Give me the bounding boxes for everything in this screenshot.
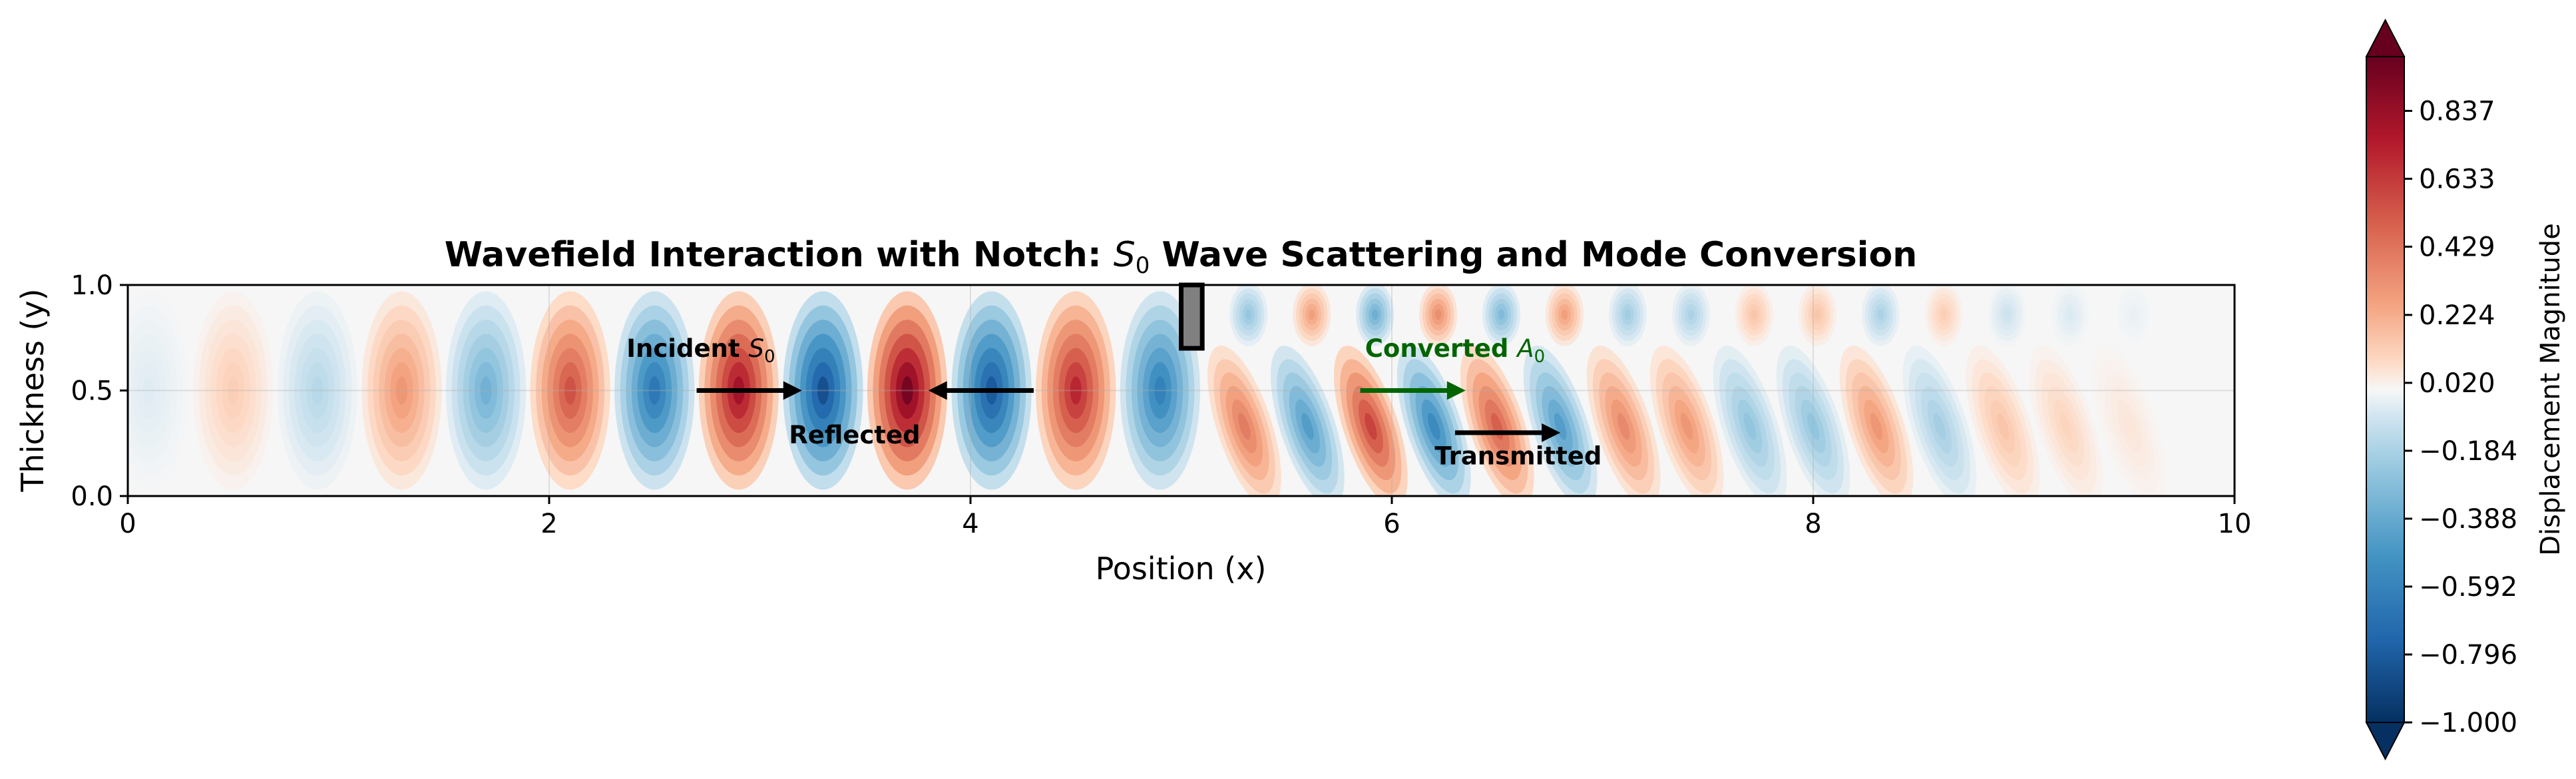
transmitted-label: Transmitted bbox=[1434, 441, 1602, 470]
wave-lobe bbox=[1687, 309, 1695, 320]
wave-lobe bbox=[1561, 309, 1568, 320]
wave-lobe bbox=[1554, 413, 1567, 440]
wave-lobe bbox=[227, 376, 239, 405]
x-tick-label: 2 bbox=[540, 509, 557, 539]
reflected-label: Reflected bbox=[789, 421, 920, 449]
wave-lobe bbox=[1498, 309, 1505, 320]
y-tick-label: 1.0 bbox=[71, 270, 113, 301]
colorbar-tick-label: 0.224 bbox=[2419, 300, 2495, 331]
colorbar-ticks: −1.000 −0.796 −0.592 −0.388 −0.184 0.020 0.224… bbox=[2404, 97, 2517, 738]
incident-arrow bbox=[696, 381, 802, 400]
wave-lobe bbox=[2130, 309, 2137, 320]
wave-lobe bbox=[1940, 309, 1947, 320]
wave-lobe bbox=[648, 376, 660, 405]
colorbar-label: Displacement Magnitude bbox=[2535, 223, 2566, 556]
x-tick-label: 0 bbox=[119, 509, 136, 539]
converted-arrow-head bbox=[1446, 381, 1466, 400]
wave-lobe bbox=[1371, 309, 1379, 320]
chart-title: Wavefield Interaction with Notch: S0 Wav… bbox=[445, 235, 1918, 279]
wave-lobe bbox=[1301, 413, 1314, 440]
wave-lobe bbox=[312, 376, 323, 405]
x-axis-label: Position (x) bbox=[1096, 551, 1267, 587]
wave-lobe bbox=[817, 376, 829, 405]
x-axis: 0 2 4 6 8 10 bbox=[119, 496, 2251, 539]
colorbar-tick-label: −1.000 bbox=[2419, 708, 2517, 738]
wave-lobe bbox=[1870, 413, 1883, 440]
transmitted-arrow-head bbox=[1542, 423, 1561, 442]
wave-lobe bbox=[1877, 309, 1884, 320]
incident-label: Incident S0 bbox=[626, 334, 775, 367]
x-tick-label: 4 bbox=[962, 509, 978, 539]
colorbar-tick-label: 0.429 bbox=[2419, 232, 2495, 263]
wave-lobe bbox=[1434, 309, 1442, 320]
wave-lobe bbox=[1245, 309, 1252, 320]
reflected-arrow-head bbox=[928, 381, 947, 400]
incident-arrow-head bbox=[783, 381, 802, 400]
wave-lobe bbox=[1624, 309, 1631, 320]
y-tick-label: 0.0 bbox=[71, 481, 113, 512]
colorbar-tick-label: −0.388 bbox=[2419, 504, 2517, 535]
converted-label: Converted A0 bbox=[1365, 334, 1545, 367]
wave-lobe bbox=[1933, 413, 1946, 440]
colorbar-tick-label: −0.184 bbox=[2419, 436, 2517, 467]
wave-lobe bbox=[1070, 376, 1082, 405]
wave-lobe bbox=[1743, 413, 1757, 440]
annotations: Incident S0 Reflected Converted A0 Trans… bbox=[626, 334, 1602, 471]
colorbar-frame bbox=[2366, 56, 2405, 723]
x-tick-label: 8 bbox=[1805, 509, 1821, 539]
wave-lobe bbox=[143, 376, 155, 405]
wave-lobe bbox=[1154, 376, 1166, 405]
colorbar-gradient bbox=[2366, 57, 2404, 722]
wave-lobe bbox=[2123, 413, 2135, 440]
wave-lobe bbox=[1428, 413, 1440, 440]
wave-lobe bbox=[564, 376, 576, 405]
wave-lobe bbox=[2004, 309, 2010, 320]
colorbar-tick-label: 0.837 bbox=[2419, 97, 2495, 127]
transmitted-arrow bbox=[1454, 423, 1561, 442]
y-axis: 0.0 0.5 1.0 bbox=[71, 270, 128, 512]
colorbar-tick-label: 0.633 bbox=[2419, 164, 2495, 195]
colorbar-tick-label: −0.592 bbox=[2419, 572, 2517, 603]
colorbar-extend-top bbox=[2365, 18, 2406, 57]
wave-lobe bbox=[901, 376, 913, 405]
colorbar-extend-bottom bbox=[2365, 722, 2406, 761]
colorbar-tick-label: 0.020 bbox=[2419, 368, 2495, 399]
wave-lobe bbox=[395, 376, 408, 405]
wave-lobe bbox=[1238, 413, 1251, 440]
y-tick-label: 0.5 bbox=[71, 376, 113, 407]
x-tick-label: 10 bbox=[2218, 509, 2252, 539]
colorbar-tick-label: −0.796 bbox=[2419, 640, 2517, 670]
y-axis-label: Thickness (y) bbox=[15, 288, 51, 492]
wave-lobe bbox=[1617, 413, 1630, 440]
colorbar: −1.000 −0.796 −0.592 −0.388 −0.184 0.020 0.224… bbox=[2365, 18, 2566, 761]
notch-marker bbox=[1179, 282, 1205, 351]
x-tick-label: 6 bbox=[1383, 509, 1400, 539]
wave-lobe bbox=[1751, 309, 1758, 320]
wave-lobe bbox=[1308, 309, 1315, 320]
converted-arrow bbox=[1360, 381, 1466, 400]
wave-lobe bbox=[1814, 309, 1821, 320]
wave-lobe bbox=[2067, 309, 2073, 320]
wave-lobe bbox=[1807, 413, 1820, 440]
wave-lobe bbox=[2059, 413, 2073, 440]
wave-lobe bbox=[480, 376, 492, 405]
wave-lobe bbox=[1365, 413, 1377, 440]
wave-lobe bbox=[1996, 413, 2010, 440]
reflected-arrow bbox=[928, 381, 1034, 400]
plot-area: Incident S0 Reflected Converted A0 Trans… bbox=[126, 282, 2236, 497]
wave-lobe bbox=[1680, 413, 1693, 440]
